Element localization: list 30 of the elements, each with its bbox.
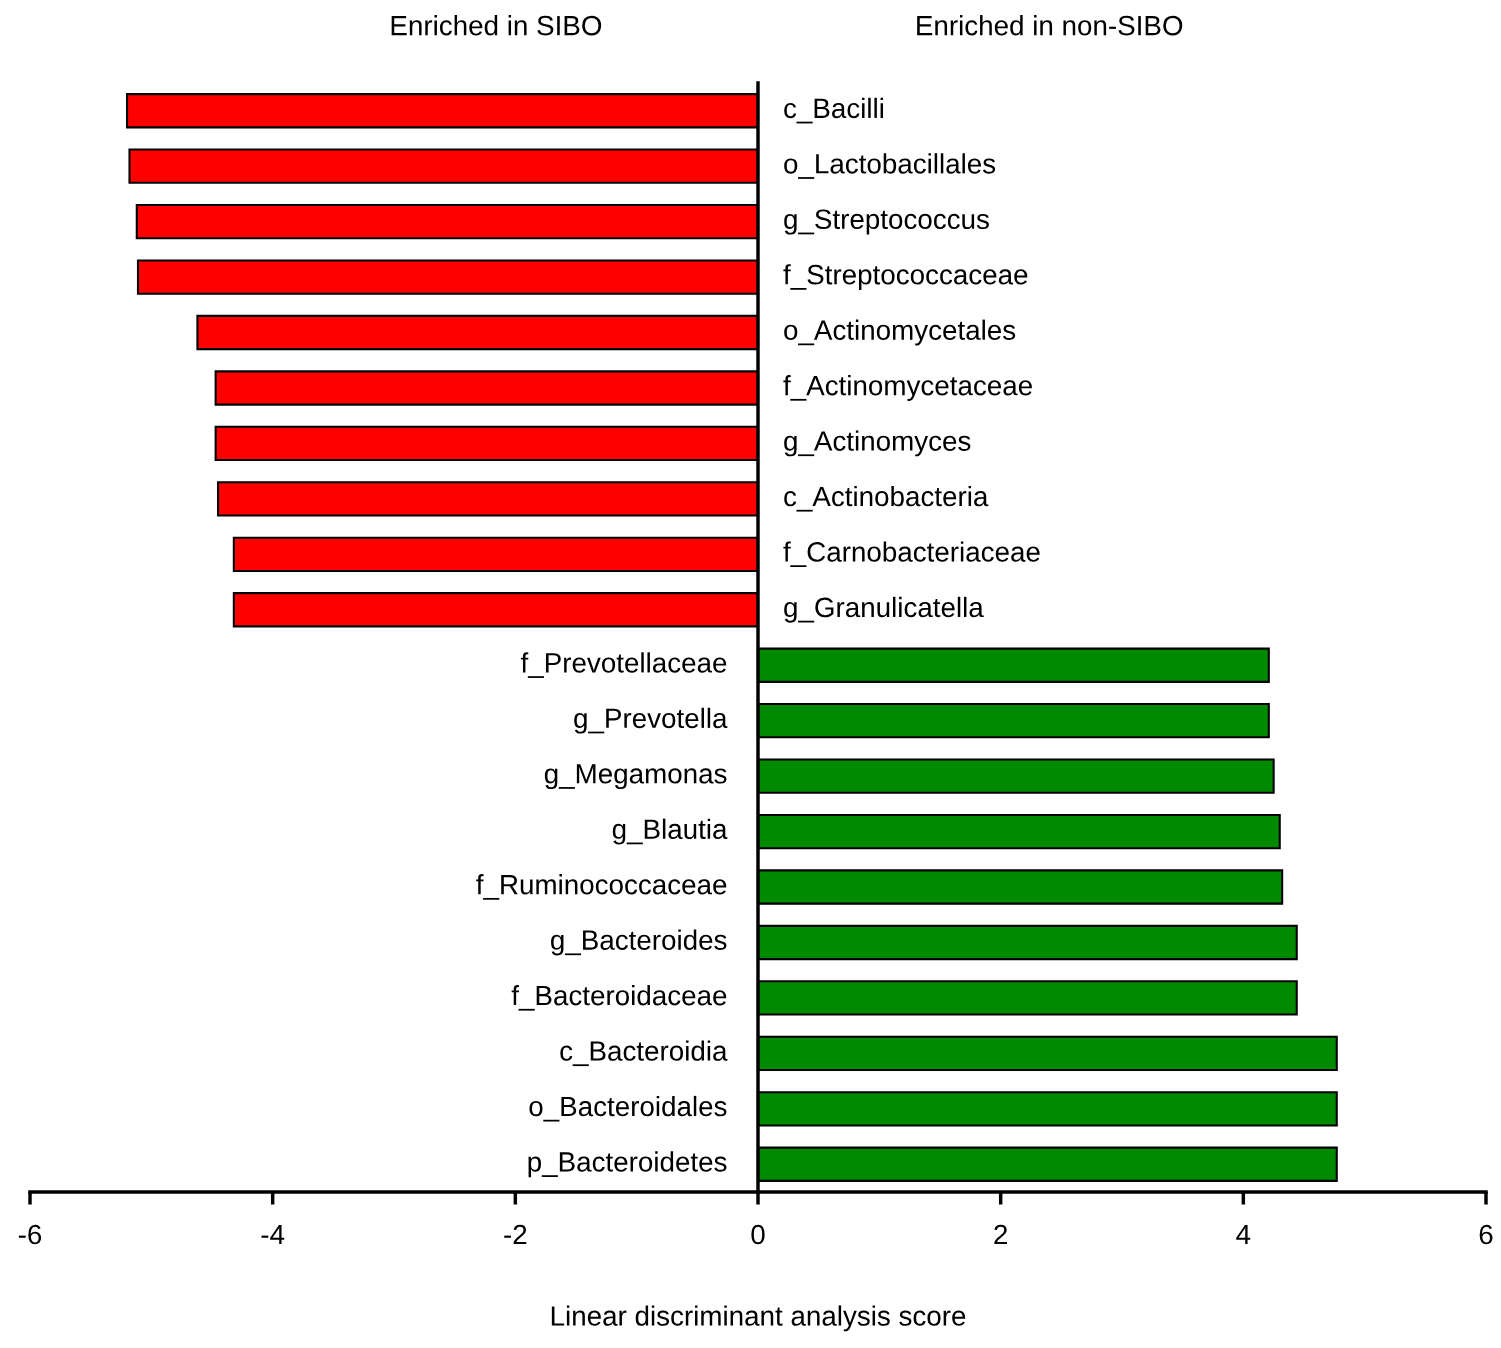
x-tick-label: -4: [261, 1224, 285, 1245]
x-tick-label: 2: [994, 1224, 1007, 1245]
y-tick-label: g_Bacteroides: [551, 929, 727, 956]
y-tick-label: c_Actinobacteria: [784, 485, 989, 512]
text: Enriched in non-SIBO: [917, 15, 1183, 36]
y-tick-label: f_Actinomycetaceae: [783, 375, 1032, 401]
x-axis-title: Linear discriminant analysis score: [551, 1305, 966, 1332]
y-tick-label: f_Carnobacteriaceae: [783, 541, 1040, 568]
x-tick-label: 4: [1236, 1224, 1251, 1245]
y-tick-label: c_Bacilli: [784, 97, 884, 124]
y-tick-label: g_Blautia: [612, 818, 728, 845]
y-tick-label: g_Megamonas: [544, 764, 727, 790]
y-tick-label: p_Bacteroidetes: [528, 1151, 727, 1178]
y-tick-label: g_Prevotella: [574, 707, 728, 734]
y-tick-label: f_Streptococcaceae: [783, 264, 1028, 291]
x-tick-label: -2: [504, 1224, 527, 1245]
y-tick-label: o_Lactobacillales: [784, 153, 996, 179]
x-tick-label: 0: [751, 1224, 765, 1245]
y-tick-label: c_Bacteroidia: [560, 1040, 728, 1067]
y-tick-label: f_Bacteroidaceae: [511, 984, 727, 1011]
x-tick-label: 6: [1479, 1224, 1493, 1245]
y-tick-label: f_Prevotellaceae: [520, 652, 727, 678]
y-tick-label: g_Streptococcus: [784, 209, 989, 235]
y-tick-label: g_Granulicatella: [784, 596, 984, 623]
y-tick-label: g_Actinomyces: [784, 430, 971, 457]
y-tick-label: o_Bacteroidales: [529, 1095, 727, 1122]
y-tick-label: f_Ruminococcaceae: [476, 874, 727, 900]
y-tick-label: o_Actinomycetales: [784, 319, 1016, 346]
x-tick-label: -6: [18, 1224, 42, 1245]
text: Enriched in SIBO: [391, 15, 602, 36]
